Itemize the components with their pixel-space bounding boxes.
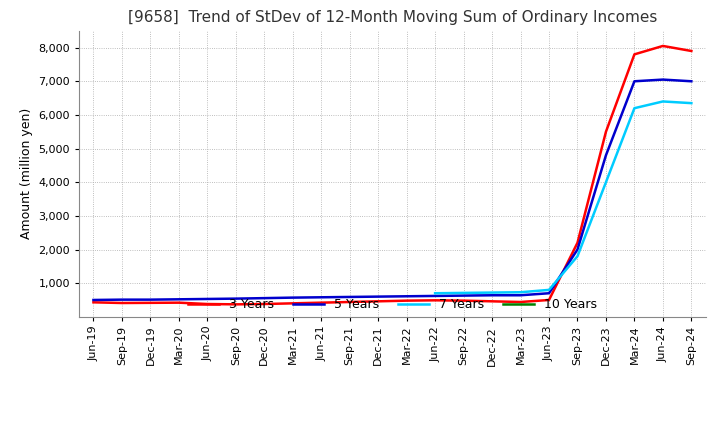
3 Years bbox=[487, 299, 496, 304]
3 Years bbox=[89, 300, 98, 305]
5 Years bbox=[659, 77, 667, 82]
3 Years bbox=[232, 302, 240, 307]
Legend: 3 Years, 5 Years, 7 Years, 10 Years: 3 Years, 5 Years, 7 Years, 10 Years bbox=[183, 293, 602, 316]
5 Years bbox=[573, 247, 582, 252]
5 Years bbox=[374, 294, 382, 299]
5 Years bbox=[402, 293, 411, 299]
3 Years bbox=[659, 43, 667, 48]
3 Years bbox=[174, 300, 183, 305]
7 Years bbox=[573, 253, 582, 259]
3 Years bbox=[146, 300, 155, 305]
5 Years bbox=[545, 290, 554, 296]
3 Years bbox=[289, 301, 297, 306]
5 Years bbox=[346, 294, 354, 300]
5 Years bbox=[232, 296, 240, 301]
7 Years bbox=[431, 290, 439, 296]
3 Years bbox=[431, 298, 439, 303]
Title: [9658]  Trend of StDev of 12-Month Moving Sum of Ordinary Incomes: [9658] Trend of StDev of 12-Month Moving… bbox=[127, 11, 657, 26]
5 Years bbox=[89, 297, 98, 303]
7 Years bbox=[659, 99, 667, 104]
7 Years bbox=[630, 106, 639, 111]
3 Years bbox=[545, 297, 554, 303]
3 Years bbox=[374, 299, 382, 304]
Line: 5 Years: 5 Years bbox=[94, 80, 691, 300]
3 Years bbox=[260, 301, 269, 307]
3 Years bbox=[630, 52, 639, 57]
7 Years bbox=[487, 290, 496, 295]
Line: 3 Years: 3 Years bbox=[94, 46, 691, 304]
7 Years bbox=[687, 100, 696, 106]
3 Years bbox=[117, 301, 126, 306]
3 Years bbox=[402, 298, 411, 303]
5 Years bbox=[602, 153, 611, 158]
7 Years bbox=[545, 287, 554, 293]
7 Years bbox=[602, 180, 611, 185]
5 Years bbox=[630, 79, 639, 84]
3 Years bbox=[459, 298, 468, 303]
Y-axis label: Amount (million yen): Amount (million yen) bbox=[20, 108, 33, 239]
5 Years bbox=[516, 293, 525, 298]
3 Years bbox=[346, 299, 354, 304]
5 Years bbox=[687, 79, 696, 84]
5 Years bbox=[117, 297, 126, 302]
5 Years bbox=[289, 295, 297, 300]
3 Years bbox=[516, 299, 525, 304]
Line: 7 Years: 7 Years bbox=[435, 102, 691, 293]
3 Years bbox=[203, 301, 212, 307]
5 Years bbox=[459, 293, 468, 298]
3 Years bbox=[573, 240, 582, 246]
5 Years bbox=[487, 293, 496, 298]
3 Years bbox=[687, 48, 696, 54]
5 Years bbox=[260, 296, 269, 301]
5 Years bbox=[174, 297, 183, 302]
5 Years bbox=[146, 297, 155, 302]
5 Years bbox=[431, 293, 439, 299]
3 Years bbox=[317, 300, 325, 305]
3 Years bbox=[602, 129, 611, 134]
5 Years bbox=[317, 295, 325, 300]
5 Years bbox=[203, 296, 212, 301]
7 Years bbox=[459, 290, 468, 296]
7 Years bbox=[516, 290, 525, 295]
